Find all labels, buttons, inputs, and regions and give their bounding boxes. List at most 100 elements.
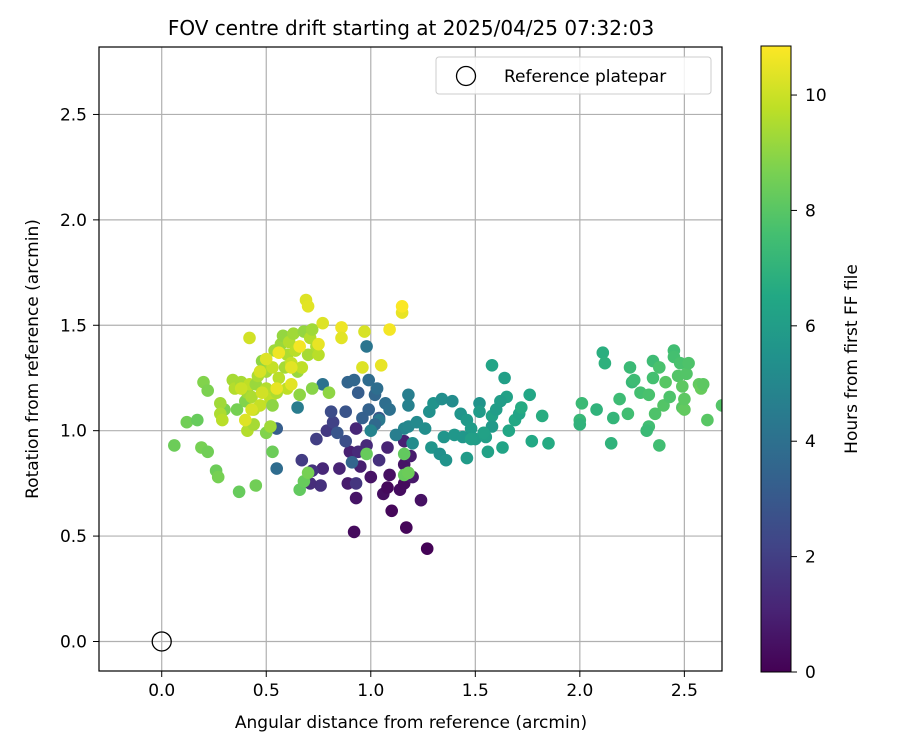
data-point — [255, 386, 269, 400]
colorbar-ticks: 0 2 4 6 8 10 — [791, 86, 827, 683]
data-point — [301, 300, 315, 313]
data-point — [349, 477, 363, 490]
data-point — [201, 445, 214, 459]
x-axis-label: Angular distance from reference (arcmin) — [235, 713, 587, 733]
data-point — [374, 359, 388, 372]
data-point — [266, 445, 279, 459]
data-point — [402, 466, 415, 480]
colorbar-tick-label: 10 — [805, 86, 827, 106]
data-point — [243, 331, 256, 345]
data-point — [305, 382, 319, 395]
data-point — [249, 479, 263, 492]
colorbar: 0 2 4 6 8 10 Hours from first FF file — [760, 45, 862, 683]
data-point — [333, 462, 346, 475]
data-point — [270, 382, 284, 395]
data-point — [216, 413, 229, 427]
data-point — [272, 346, 286, 360]
data-point — [295, 361, 309, 374]
legend-box — [435, 56, 712, 95]
data-point — [678, 392, 691, 406]
data-point — [640, 424, 653, 438]
data-point — [326, 415, 340, 429]
data-point — [573, 418, 587, 431]
data-point — [515, 401, 528, 414]
data-point — [590, 403, 603, 416]
data-point — [460, 451, 474, 465]
data-point — [418, 422, 432, 435]
data-point — [312, 348, 325, 362]
data-point — [389, 428, 403, 442]
data-point — [339, 405, 353, 419]
data-point — [381, 441, 394, 454]
data-point — [239, 413, 252, 427]
y-axis-label: Rotation from reference (arcmin) — [23, 219, 43, 499]
data-point — [322, 386, 336, 400]
data-point — [653, 439, 666, 452]
data-point — [646, 371, 660, 385]
x-tick-label: 1.5 — [462, 681, 489, 701]
data-point — [180, 415, 194, 429]
data-point — [356, 411, 369, 425]
data-point — [604, 437, 618, 450]
data-point — [464, 422, 478, 435]
plot-frame — [98, 46, 723, 672]
data-point — [446, 394, 459, 408]
data-point — [168, 439, 181, 452]
legend: Reference platepar — [435, 56, 712, 95]
data-point — [253, 365, 267, 378]
data-point — [211, 470, 225, 484]
data-point — [676, 380, 689, 393]
data-point — [316, 462, 330, 475]
x-tick-label: 2.5 — [671, 681, 698, 701]
data-point — [293, 340, 307, 353]
data-point — [347, 525, 361, 539]
data-point — [481, 445, 495, 459]
data-point — [680, 367, 693, 381]
data-point — [485, 359, 499, 372]
data-point — [264, 420, 277, 433]
data-point — [312, 337, 325, 351]
data-point — [245, 390, 258, 404]
data-point — [270, 462, 284, 475]
data-point — [272, 371, 286, 385]
y-tick-label: 2.0 — [60, 211, 87, 231]
data-point — [623, 361, 637, 374]
data-point — [464, 432, 478, 446]
data-point — [305, 323, 319, 336]
data-point — [414, 493, 428, 507]
colorbar-tick-label: 4 — [805, 432, 816, 452]
data-point — [362, 373, 376, 387]
data-point — [351, 386, 365, 400]
data-point — [230, 403, 244, 416]
data-point — [575, 397, 589, 410]
data-point — [266, 399, 279, 412]
data-point — [397, 447, 411, 461]
data-point — [696, 378, 710, 391]
data-point — [659, 375, 672, 389]
data-point — [360, 340, 373, 353]
data-point — [477, 426, 491, 440]
data-point — [316, 316, 330, 330]
data-point — [364, 470, 378, 484]
y-tick-label: 0.0 — [60, 632, 87, 652]
data-point — [420, 542, 434, 555]
data-point — [542, 437, 555, 450]
data-point — [285, 378, 298, 391]
data-point — [287, 327, 300, 341]
data-point — [437, 430, 451, 444]
colorbar-tick-label: 6 — [805, 317, 816, 337]
colorbar-tick-label: 0 — [805, 663, 816, 683]
data-point — [232, 485, 246, 499]
data-point — [494, 394, 507, 408]
data-point — [345, 456, 359, 469]
data-point — [349, 422, 363, 435]
data-point — [678, 403, 691, 416]
data-point — [324, 405, 338, 419]
data-point — [245, 403, 258, 416]
data-point — [370, 382, 384, 395]
data-point — [295, 453, 309, 467]
colorbar-tick-label: 8 — [805, 201, 816, 221]
data-point — [621, 407, 635, 421]
data-point — [435, 392, 449, 406]
